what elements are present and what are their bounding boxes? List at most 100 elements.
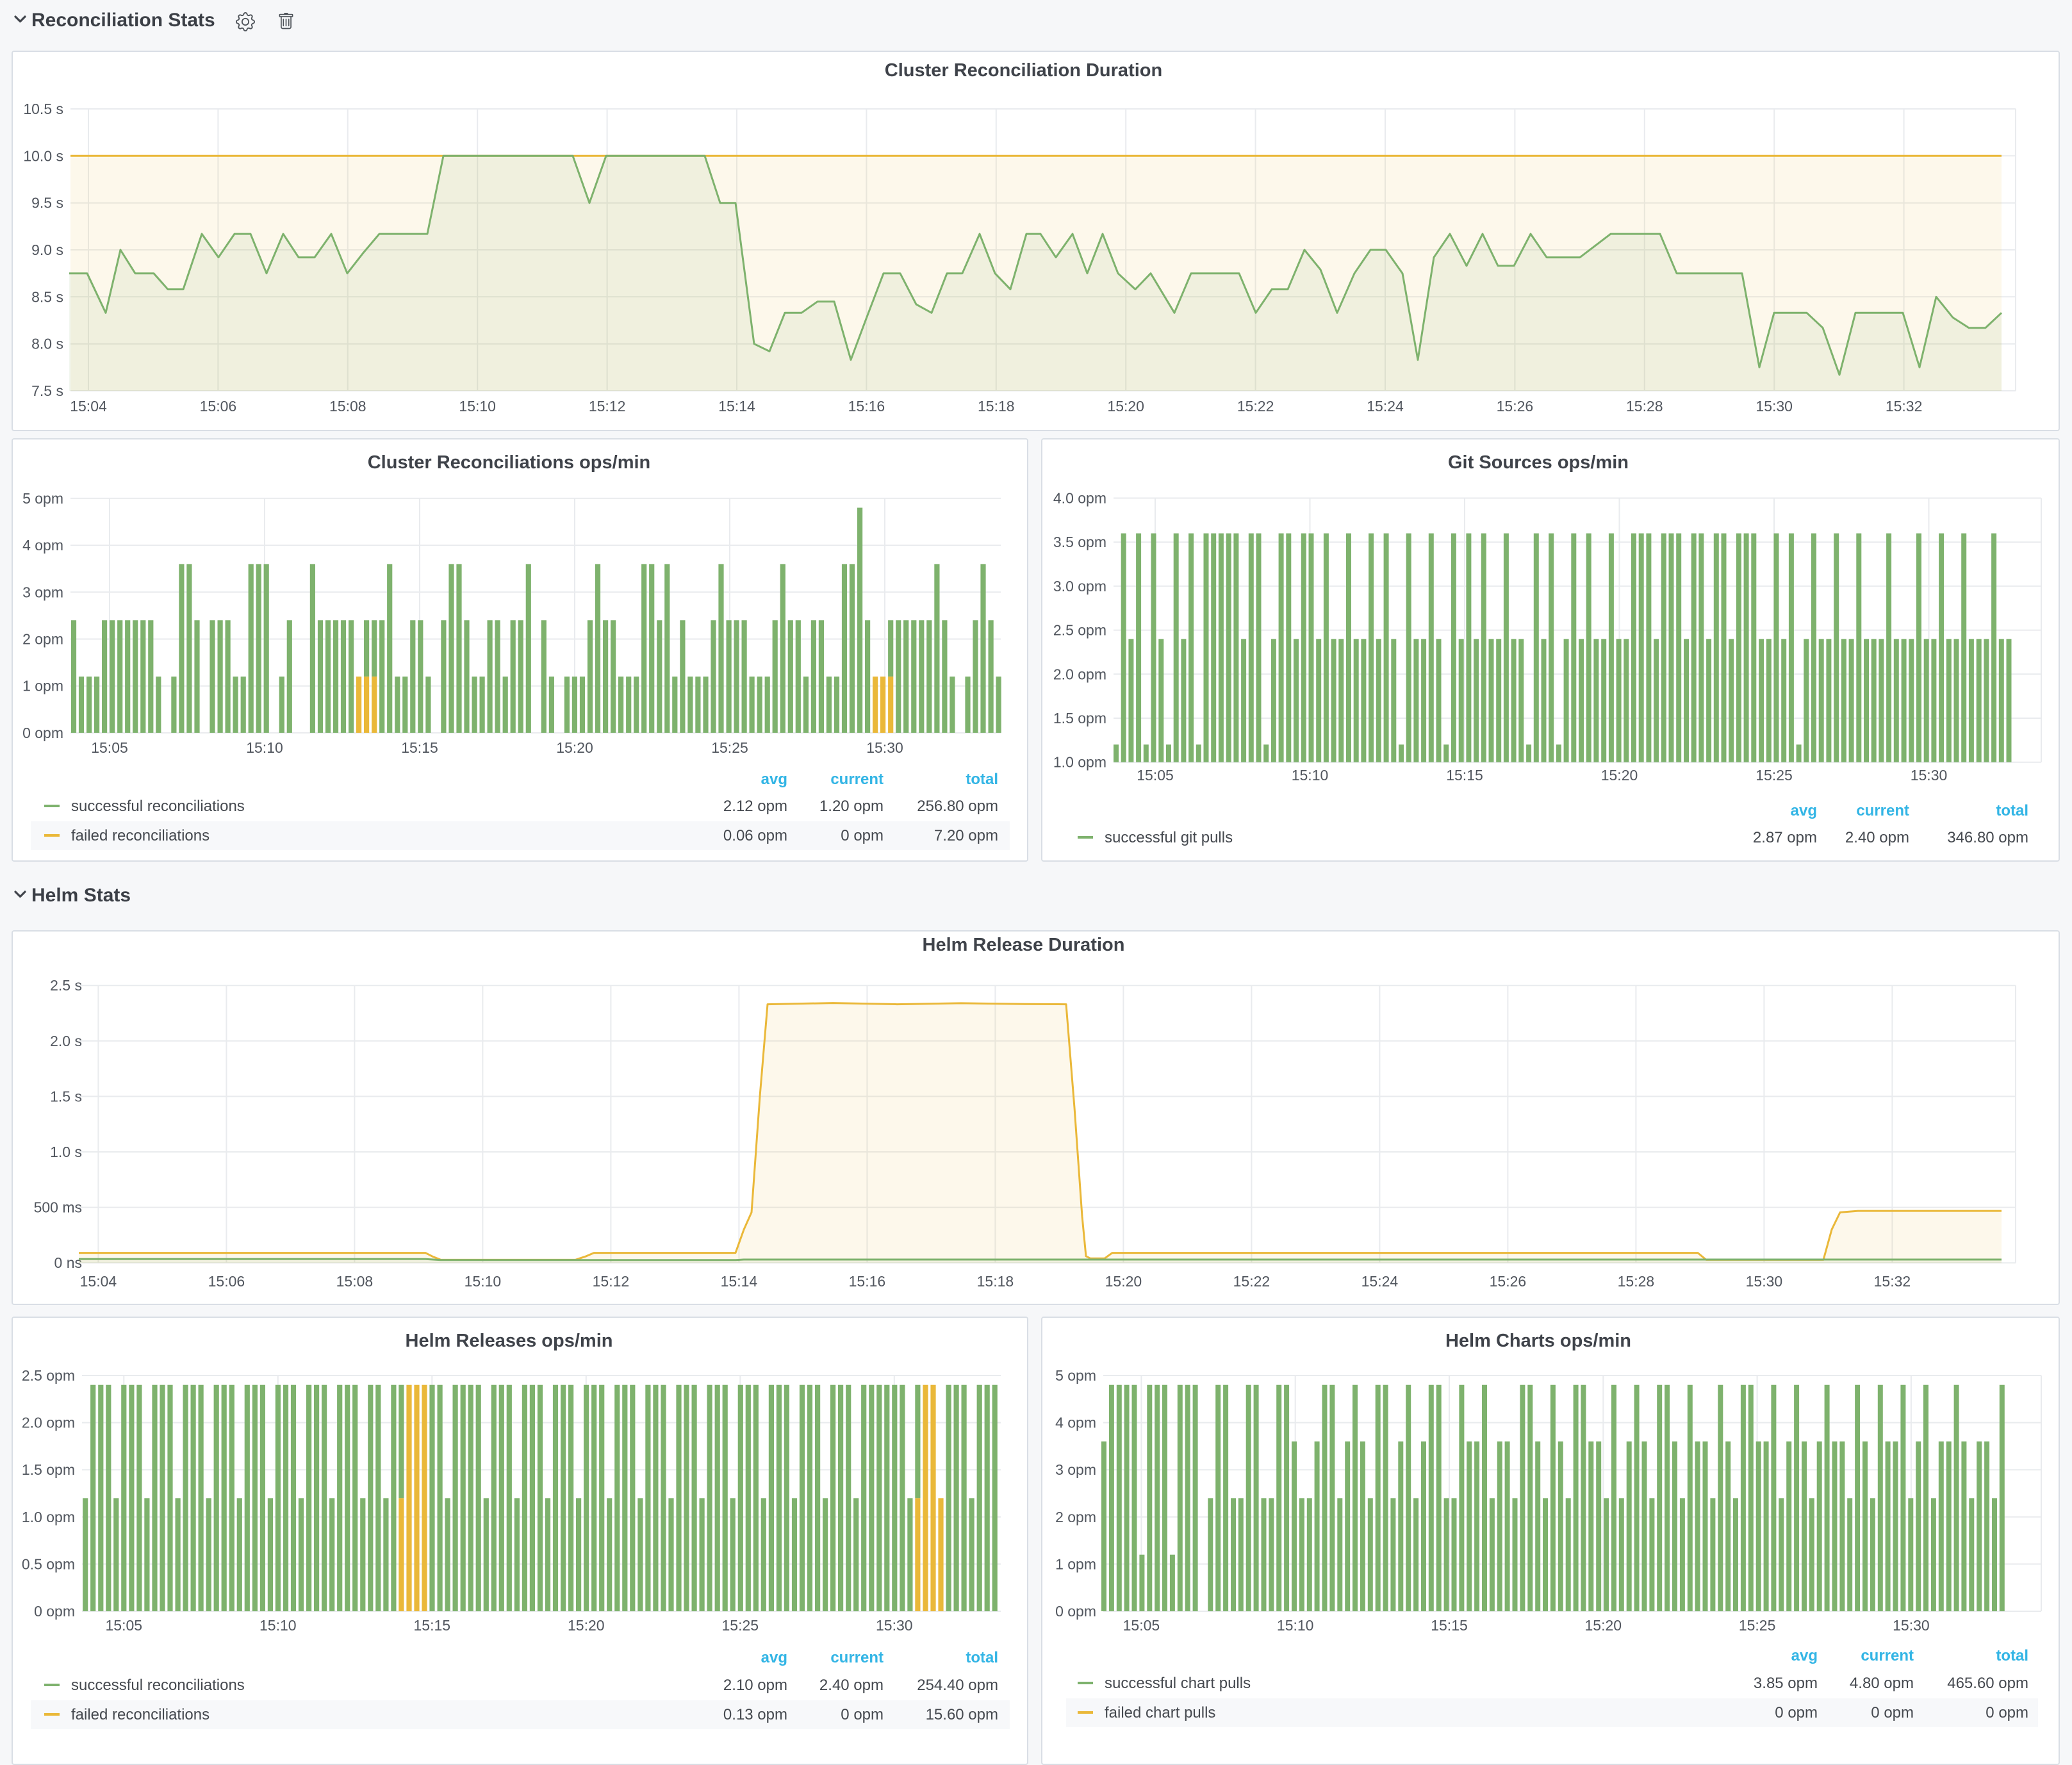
svg-text:2.12 opm: 2.12 opm [723,798,787,815]
svg-text:15:12: 15:12 [593,1273,630,1290]
svg-text:1.0 opm: 1.0 opm [1053,754,1106,771]
svg-text:7.20 opm: 7.20 opm [934,827,998,844]
svg-text:15:16: 15:16 [849,1273,886,1290]
svg-text:15.60 opm: 15.60 opm [926,1706,998,1723]
svg-text:failed chart pulls: failed chart pulls [1105,1704,1215,1721]
svg-text:8.5 s: 8.5 s [31,288,63,305]
svg-text:15:32: 15:32 [1886,398,1923,415]
svg-text:15:24: 15:24 [1367,398,1404,415]
svg-text:0 opm: 0 opm [1871,1704,1914,1721]
svg-text:15:06: 15:06 [200,398,237,415]
svg-text:15:28: 15:28 [1618,1273,1655,1290]
svg-text:4.80 opm: 4.80 opm [1850,1675,1914,1692]
svg-text:15:30: 15:30 [1911,767,1948,784]
svg-text:15:20: 15:20 [1601,767,1638,784]
svg-text:8.0 s: 8.0 s [31,336,63,352]
svg-text:15:30: 15:30 [1746,1273,1783,1290]
svg-text:15:26: 15:26 [1497,398,1534,415]
svg-text:15:08: 15:08 [336,1273,374,1290]
svg-text:1.5 s: 1.5 s [50,1088,82,1104]
svg-text:2.87 opm: 2.87 opm [1753,829,1817,846]
svg-text:0 opm: 0 opm [841,1706,884,1723]
svg-text:successful reconciliations: successful reconciliations [71,798,245,815]
svg-text:15:14: 15:14 [721,1273,758,1290]
svg-text:0 ns: 0 ns [54,1254,82,1271]
svg-text:0 opm: 0 opm [841,827,884,844]
svg-text:total: total [1996,1647,2028,1664]
svg-text:total: total [966,771,998,788]
svg-text:15:15: 15:15 [1446,767,1483,784]
svg-text:current: current [1861,1647,1914,1664]
svg-text:15:20: 15:20 [1107,398,1144,415]
svg-text:0 opm: 0 opm [22,725,63,741]
svg-text:15:18: 15:18 [978,398,1015,415]
svg-text:2.40 opm: 2.40 opm [819,1677,884,1694]
svg-text:15:14: 15:14 [718,398,755,415]
svg-text:10.0 s: 10.0 s [23,147,63,164]
svg-text:15:25: 15:25 [722,1617,759,1634]
svg-text:2 opm: 2 opm [1055,1509,1096,1525]
svg-text:2.40 opm: 2.40 opm [1845,829,1909,846]
svg-text:15:25: 15:25 [711,739,748,756]
svg-text:15:16: 15:16 [848,398,885,415]
svg-text:2.0 s: 2.0 s [50,1033,82,1049]
svg-text:successful chart pulls: successful chart pulls [1105,1675,1251,1692]
svg-text:successful git pulls: successful git pulls [1105,829,1233,846]
svg-text:15:12: 15:12 [589,398,626,415]
svg-text:current: current [830,1649,884,1666]
svg-text:4.0 opm: 4.0 opm [1053,490,1106,507]
svg-text:15:30: 15:30 [1893,1617,1930,1634]
svg-text:0.13 opm: 0.13 opm [723,1706,787,1723]
svg-text:Cluster Reconciliations ops/mi: Cluster Reconciliations ops/min [368,452,651,473]
svg-text:15:30: 15:30 [866,739,903,756]
svg-text:failed reconciliations: failed reconciliations [71,1706,210,1723]
svg-text:1 opm: 1 opm [1055,1556,1096,1572]
svg-text:4 opm: 4 opm [1055,1415,1096,1431]
svg-text:2.5 opm: 2.5 opm [22,1367,75,1384]
svg-text:15:05: 15:05 [91,739,128,756]
svg-text:avg: avg [1791,1647,1818,1664]
svg-text:3.5 opm: 3.5 opm [1053,534,1106,550]
svg-text:15:18: 15:18 [977,1273,1014,1290]
svg-text:15:20: 15:20 [568,1617,605,1634]
svg-text:avg: avg [761,1649,787,1666]
svg-text:9.0 s: 9.0 s [31,242,63,258]
svg-text:current: current [1856,802,1909,819]
svg-text:15:20: 15:20 [1105,1273,1142,1290]
svg-text:15:06: 15:06 [208,1273,245,1290]
svg-text:15:25: 15:25 [1755,767,1793,784]
svg-text:15:25: 15:25 [1739,1617,1776,1634]
svg-text:2.5 opm: 2.5 opm [1053,622,1106,639]
svg-text:0.5 opm: 0.5 opm [22,1556,75,1572]
svg-text:15:15: 15:15 [401,739,438,756]
svg-text:15:26: 15:26 [1490,1273,1527,1290]
svg-text:successful reconciliations: successful reconciliations [71,1677,245,1694]
svg-text:total: total [966,1649,998,1666]
svg-text:15:10: 15:10 [1292,767,1329,784]
svg-text:current: current [830,771,884,788]
svg-text:5 opm: 5 opm [22,490,63,507]
svg-text:15:10: 15:10 [459,398,496,415]
svg-text:15:20: 15:20 [1585,1617,1622,1634]
svg-text:1.5 opm: 1.5 opm [1053,710,1106,727]
svg-text:15:24: 15:24 [1361,1273,1399,1290]
svg-text:4 opm: 4 opm [22,537,63,554]
svg-text:0 opm: 0 opm [1986,1704,2028,1721]
svg-text:10.5 s: 10.5 s [23,101,63,117]
svg-text:0 opm: 0 opm [1055,1603,1096,1620]
svg-text:2.5 s: 2.5 s [50,977,82,994]
svg-text:3.85 opm: 3.85 opm [1754,1675,1818,1692]
svg-text:256.80 opm: 256.80 opm [917,798,998,815]
svg-text:15:05: 15:05 [106,1617,143,1634]
svg-text:3 opm: 3 opm [1055,1461,1096,1478]
svg-text:15:08: 15:08 [329,398,366,415]
svg-text:9.5 s: 9.5 s [31,195,63,211]
svg-text:1.5 opm: 1.5 opm [22,1461,75,1478]
svg-text:254.40 opm: 254.40 opm [917,1677,998,1694]
svg-text:15:15: 15:15 [1431,1617,1468,1634]
svg-text:15:30: 15:30 [876,1617,913,1634]
svg-text:0.06 opm: 0.06 opm [723,827,787,844]
svg-text:15:04: 15:04 [70,398,107,415]
svg-text:3.0 opm: 3.0 opm [1053,578,1106,595]
svg-text:15:30: 15:30 [1755,398,1793,415]
